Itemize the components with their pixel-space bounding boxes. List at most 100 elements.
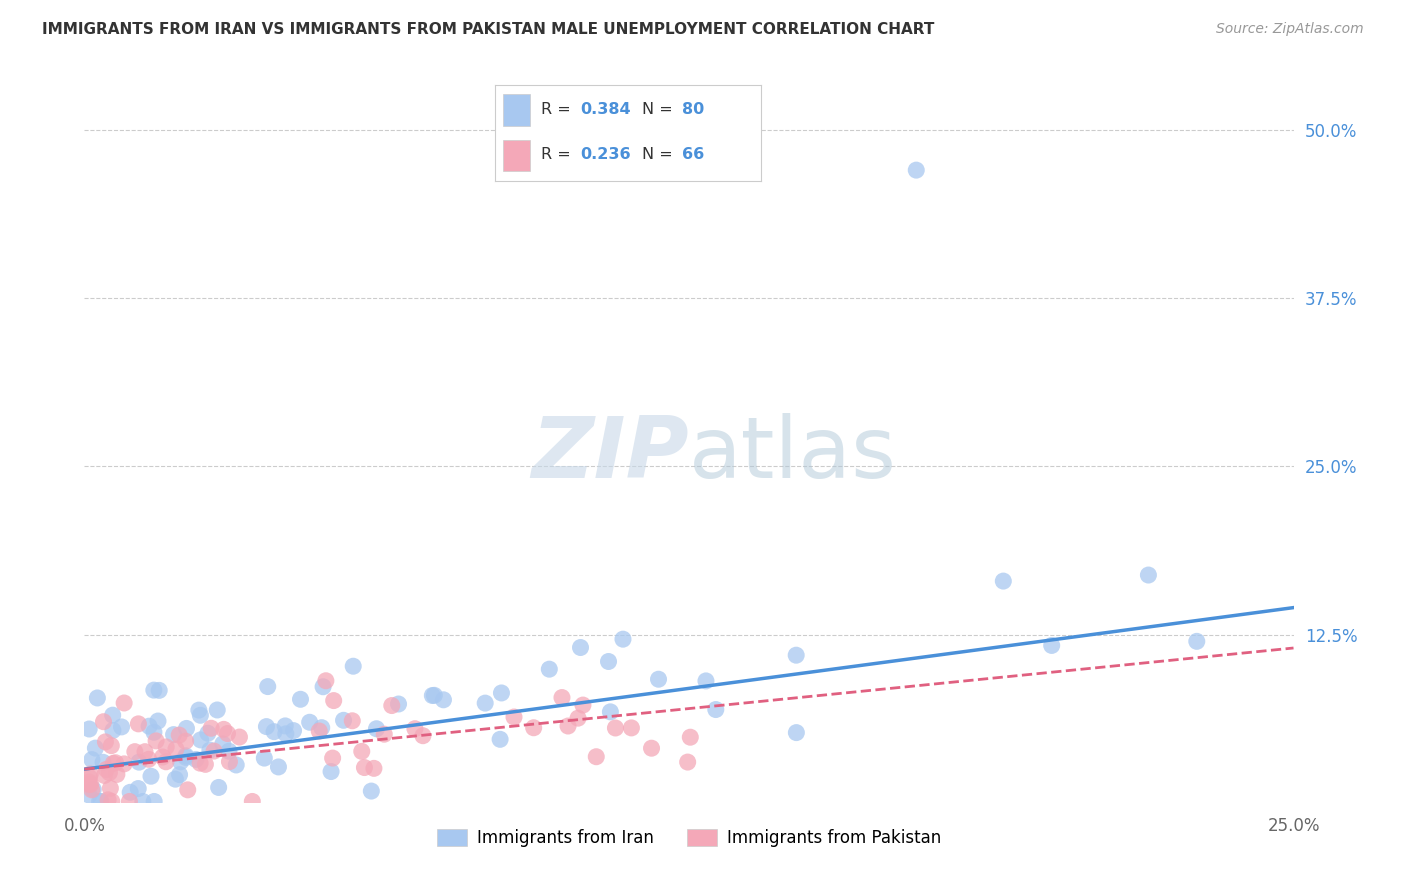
Point bbox=[100, 781, 122, 796]
Point bbox=[267, 760, 290, 774]
Point bbox=[155, 739, 177, 754]
Point bbox=[97, 793, 120, 807]
Point bbox=[91, 756, 114, 770]
Point bbox=[162, 728, 184, 742]
Point bbox=[240, 794, 263, 808]
Point bbox=[77, 775, 100, 789]
Point bbox=[96, 763, 118, 777]
Point bbox=[132, 794, 155, 808]
Point bbox=[342, 714, 364, 728]
Point bbox=[422, 689, 444, 703]
Point bbox=[110, 720, 132, 734]
Point bbox=[169, 755, 191, 769]
Point bbox=[200, 721, 222, 735]
Point bbox=[184, 752, 207, 766]
Point bbox=[298, 715, 321, 730]
Point bbox=[174, 748, 197, 763]
Point bbox=[218, 755, 240, 769]
Point bbox=[315, 673, 337, 688]
Point bbox=[905, 163, 928, 178]
Point bbox=[274, 719, 297, 733]
Point bbox=[202, 744, 225, 758]
Legend: Immigrants from Iran, Immigrants from Pakistan: Immigrants from Iran, Immigrants from Pa… bbox=[430, 822, 948, 854]
Point bbox=[1040, 639, 1063, 653]
Text: atlas: atlas bbox=[689, 413, 897, 496]
Point bbox=[254, 720, 277, 734]
Point bbox=[423, 689, 446, 703]
Point bbox=[165, 742, 187, 756]
Point bbox=[89, 794, 111, 808]
Point bbox=[104, 756, 127, 770]
Point bbox=[474, 696, 496, 710]
Point bbox=[503, 710, 526, 724]
Point bbox=[167, 728, 190, 742]
Point bbox=[124, 745, 146, 759]
Point bbox=[647, 672, 669, 686]
Point bbox=[381, 698, 404, 713]
Point bbox=[363, 761, 385, 775]
Point bbox=[138, 719, 160, 733]
Point bbox=[190, 732, 212, 747]
Point bbox=[174, 734, 197, 748]
Point bbox=[695, 673, 717, 688]
Point bbox=[598, 655, 620, 669]
Point bbox=[432, 693, 454, 707]
Point bbox=[211, 737, 233, 751]
Point bbox=[112, 696, 135, 710]
Point bbox=[86, 690, 108, 705]
Point bbox=[145, 734, 167, 748]
Point bbox=[103, 756, 125, 771]
Point bbox=[676, 755, 699, 769]
Point bbox=[101, 708, 124, 723]
Point bbox=[176, 722, 198, 736]
Point bbox=[599, 705, 621, 719]
Point bbox=[142, 683, 165, 698]
Point bbox=[105, 767, 128, 781]
Point bbox=[332, 714, 354, 728]
Point bbox=[208, 780, 231, 795]
Point bbox=[569, 640, 592, 655]
Point bbox=[308, 724, 330, 739]
Point bbox=[169, 767, 191, 781]
Point bbox=[342, 659, 364, 673]
Point bbox=[120, 785, 142, 799]
Point bbox=[80, 782, 103, 797]
Point bbox=[93, 714, 115, 729]
Point bbox=[174, 750, 197, 764]
Point bbox=[360, 784, 382, 798]
Point bbox=[274, 727, 297, 741]
Point bbox=[80, 753, 103, 767]
Point bbox=[198, 743, 221, 757]
Point bbox=[523, 721, 546, 735]
Point bbox=[322, 751, 344, 765]
Text: Source: ZipAtlas.com: Source: ZipAtlas.com bbox=[1216, 22, 1364, 37]
Point bbox=[228, 730, 250, 744]
Point bbox=[194, 757, 217, 772]
Point bbox=[77, 722, 100, 736]
Point bbox=[785, 725, 807, 739]
Point bbox=[489, 732, 512, 747]
Point bbox=[319, 764, 342, 779]
Point bbox=[491, 686, 513, 700]
Point bbox=[993, 574, 1015, 588]
Point bbox=[353, 760, 375, 774]
Point bbox=[128, 755, 150, 769]
Point bbox=[679, 730, 702, 744]
Point bbox=[605, 721, 627, 735]
Point bbox=[190, 708, 212, 723]
Point bbox=[127, 717, 149, 731]
Point bbox=[77, 770, 100, 784]
Point bbox=[212, 723, 235, 737]
Point bbox=[567, 711, 589, 725]
Point bbox=[225, 758, 247, 772]
Point bbox=[93, 768, 115, 782]
Point bbox=[557, 719, 579, 733]
Point bbox=[387, 697, 409, 711]
Point bbox=[187, 703, 209, 717]
Point bbox=[80, 777, 103, 791]
Point bbox=[263, 724, 285, 739]
Point bbox=[90, 794, 112, 808]
Point bbox=[322, 693, 344, 707]
Point bbox=[84, 741, 107, 756]
Point bbox=[197, 726, 219, 740]
